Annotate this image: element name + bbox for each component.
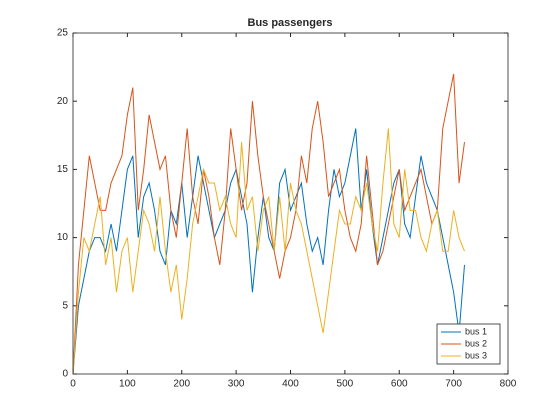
x-tick-label: 300 — [228, 379, 245, 390]
legend-label: bus 1 — [465, 326, 487, 336]
x-tick-label: 400 — [282, 379, 299, 390]
legend-label: bus 3 — [465, 350, 487, 360]
x-tick-label: 200 — [173, 379, 190, 390]
y-tick-label: 25 — [57, 28, 69, 39]
chart-title: Bus passengers — [248, 17, 333, 29]
legend-label: bus 2 — [465, 338, 487, 348]
x-tick-label: 0 — [70, 379, 76, 390]
axes-box — [72, 32, 509, 375]
y-tick-label: 10 — [57, 232, 69, 243]
y-tick-label: 20 — [57, 96, 69, 107]
x-tick-label: 700 — [445, 379, 462, 390]
y-tick-label: 0 — [62, 369, 68, 380]
x-tick-label: 100 — [119, 379, 136, 390]
x-tick-label: 600 — [391, 379, 408, 390]
y-tick-label: 15 — [57, 164, 69, 175]
line-series — [72, 73, 465, 375]
x-tick-label: 500 — [337, 379, 354, 390]
line-series — [72, 128, 465, 375]
x-tick-label: 800 — [500, 379, 517, 390]
y-tick-label: 5 — [62, 300, 68, 311]
